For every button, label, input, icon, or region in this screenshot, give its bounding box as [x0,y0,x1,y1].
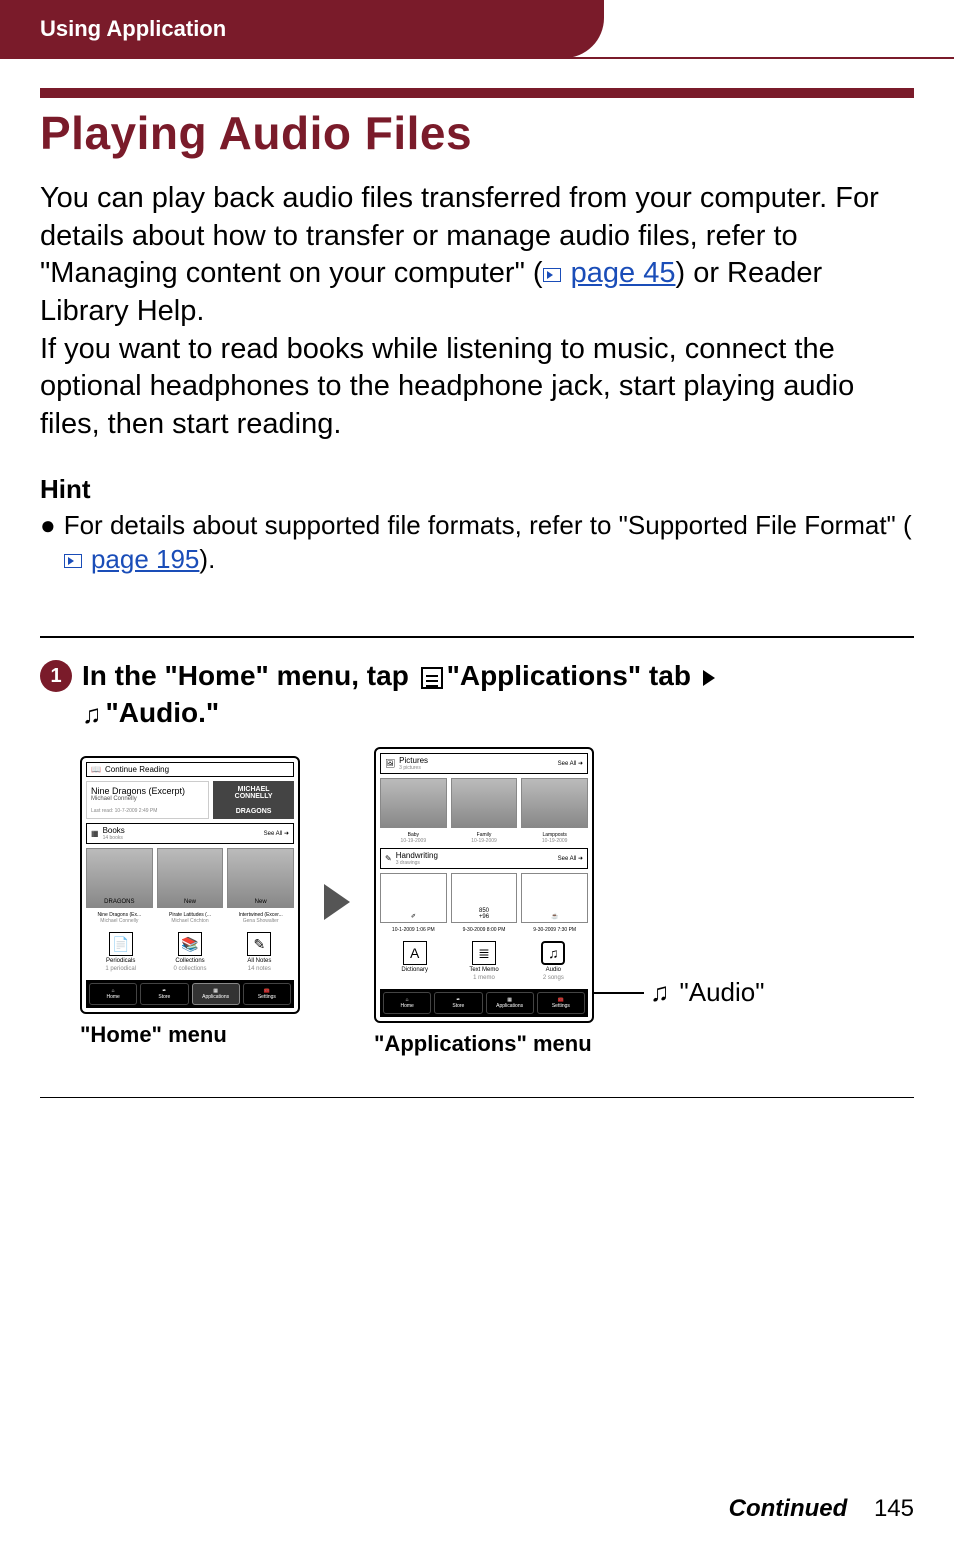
nav-store: ✒Store [434,992,482,1014]
hint-text-1: For details about supported file formats… [64,510,912,540]
text-memo-icon-cell: ≣Text Memo1 memo [449,941,518,981]
dictionary-icon-cell: ADictionary [380,941,449,981]
bullet-icon: ● [40,509,56,577]
intro-text-3: If you want to read books while listenin… [40,333,854,440]
hint-heading: Hint [40,474,914,505]
books-row: DRAGONS New New [86,848,294,908]
page-number: 145 [874,1495,914,1522]
book-open-icon: 📖 [91,765,101,774]
all-notes-icon: ✎All Notes14 notes [225,932,294,972]
music-note-icon: ♫ [650,977,670,1008]
handwriting-dates: 10-1-2009 1:06 PM 9-30-2009 8:00 PM 9-30… [380,927,588,933]
picture-thumb [451,778,518,828]
step-text: In the "Home" menu, tap "Applications" t… [82,658,914,731]
picture-thumb [521,778,588,828]
page-ref-icon [64,554,82,568]
bottom-nav: ⌂Home ✒Store ▦Applications 🧰Settings [86,980,294,1008]
current-book-cover: MICHAEL CONNELLY DRAGONS [213,781,294,819]
text-memo-icon: ≣ [472,941,496,965]
nav-home: ⌂Home [383,992,431,1014]
continued-label: Continued [729,1495,848,1522]
books-count: 14 books [103,835,125,841]
bottom-nav: ⌂Home ✒Store ▦Applications 🧰Settings [380,989,588,1017]
handwriting-icon: ✎ [385,854,392,863]
continue-reading-row: Nine Dragons (Excerpt) Michael Connelly … [86,781,294,819]
books-label: Books [103,826,125,835]
periodicals-icon: 📄Periodicals1 periodical [86,932,155,972]
nav-store: ✒Store [140,983,188,1005]
flow-arrow-icon [324,884,350,920]
music-note-icon: ♫ [82,698,102,732]
pictures-row [380,778,588,828]
home-caption: "Home" menu [80,1022,227,1048]
nav-settings: 🧰Settings [537,992,585,1014]
page-title: Playing Audio Files [40,106,914,160]
apps-screen-mock: 🖼 Pictures 3 pictures See All ➜ Baby10-1… [374,747,594,1023]
step-number-badge: 1 [40,660,72,692]
apps-screen-column: 🖼 Pictures 3 pictures See All ➜ Baby10-1… [374,747,594,1057]
pictures-header: 🖼 Pictures 3 pictures See All ➜ [380,753,588,774]
picture-thumb [380,778,447,828]
book-thumb: DRAGONS [86,848,153,908]
header-bar: Using Application [0,0,604,58]
audio-icon-cell: ♫Audio2 songs [519,941,588,981]
book-thumb: New [227,848,294,908]
handwriting-row: ✐ 850+96 ☕ [380,873,588,923]
nav-applications: ▦Applications [192,983,240,1005]
separator [40,636,914,638]
drawing-thumb: 850+96 [451,873,518,923]
callout-line [594,992,644,994]
home-screen-mock: 📖 Continue Reading Nine Dragons (Excerpt… [80,756,300,1014]
book-thumb: New [157,848,224,908]
hint-body: ● For details about supported file forma… [40,509,914,577]
step-part-2: "Applications" tab [447,660,699,691]
intro-paragraph: You can play back audio files transferre… [40,180,914,444]
apps-caption: "Applications" menu [374,1031,592,1057]
continue-reading-label: Continue Reading [105,765,169,774]
dictionary-icon: A [403,941,427,965]
books-header: ▦ Books 14 books See All ➜ [86,823,294,844]
pictures-icon: 🖼 [385,759,395,768]
see-all-link: See All ➜ [558,855,583,862]
breadcrumb: Using Application [40,16,226,42]
current-book-title: Nine Dragons (Excerpt) [91,786,204,796]
step-part-1: In the "Home" menu, tap [82,660,417,691]
step-part-3: "Audio." [106,697,220,728]
nav-applications: ▦Applications [486,992,534,1014]
handwriting-header: ✎ Handwriting 3 drawings See All ➜ [380,848,588,869]
current-book-author: Michael Connelly [91,796,204,802]
page-content: Playing Audio Files You can play back au… [0,58,954,1057]
nav-home: ⌂Home [89,983,137,1005]
callout-label: "Audio" [680,977,765,1008]
books-titles-row: Nine Dragons (Ex...Michael Connelly Pira… [86,912,294,924]
collections-icon: 📚Collections0 collections [155,932,224,972]
home-screen-column: 📖 Continue Reading Nine Dragons (Excerpt… [80,756,300,1048]
see-all-link: See All ➜ [558,760,583,767]
audio-callout: ♫ "Audio" [594,977,764,1008]
audio-icon: ♫ [541,941,565,965]
arrow-icon [703,670,715,686]
page-footer: Continued 145 [729,1495,914,1523]
separator-bottom [40,1097,914,1098]
pictures-titles: Baby10-19-2009 Family10-19-2009 Lamppost… [380,832,588,844]
nav-settings: 🧰Settings [243,983,291,1005]
last-read-label: Last read: 10-7-2009 2:49 PM [91,808,204,814]
continue-reading-header: 📖 Continue Reading [86,762,294,777]
hint-text: For details about supported file formats… [64,509,914,577]
step-1: 1 In the "Home" menu, tap "Applications"… [40,658,914,731]
drawing-thumb: ☕ [521,873,588,923]
app-shortcuts-row: ADictionary ≣Text Memo1 memo ♫Audio2 son… [380,937,588,985]
screenshots-row: 📖 Continue Reading Nine Dragons (Excerpt… [80,747,914,1057]
title-accent-bar [40,88,914,98]
page-ref-icon [543,268,561,282]
page-45-link[interactable]: page 45 [571,257,676,289]
applications-tab-icon [421,667,443,689]
see-all-link: See All ➜ [264,830,289,837]
hint-text-2: ). [199,544,215,574]
drawing-thumb: ✐ [380,873,447,923]
books-icon: ▦ [91,829,99,838]
page-195-link[interactable]: page 195 [91,544,199,574]
shortcuts-row: 📄Periodicals1 periodical 📚Collections0 c… [86,928,294,976]
